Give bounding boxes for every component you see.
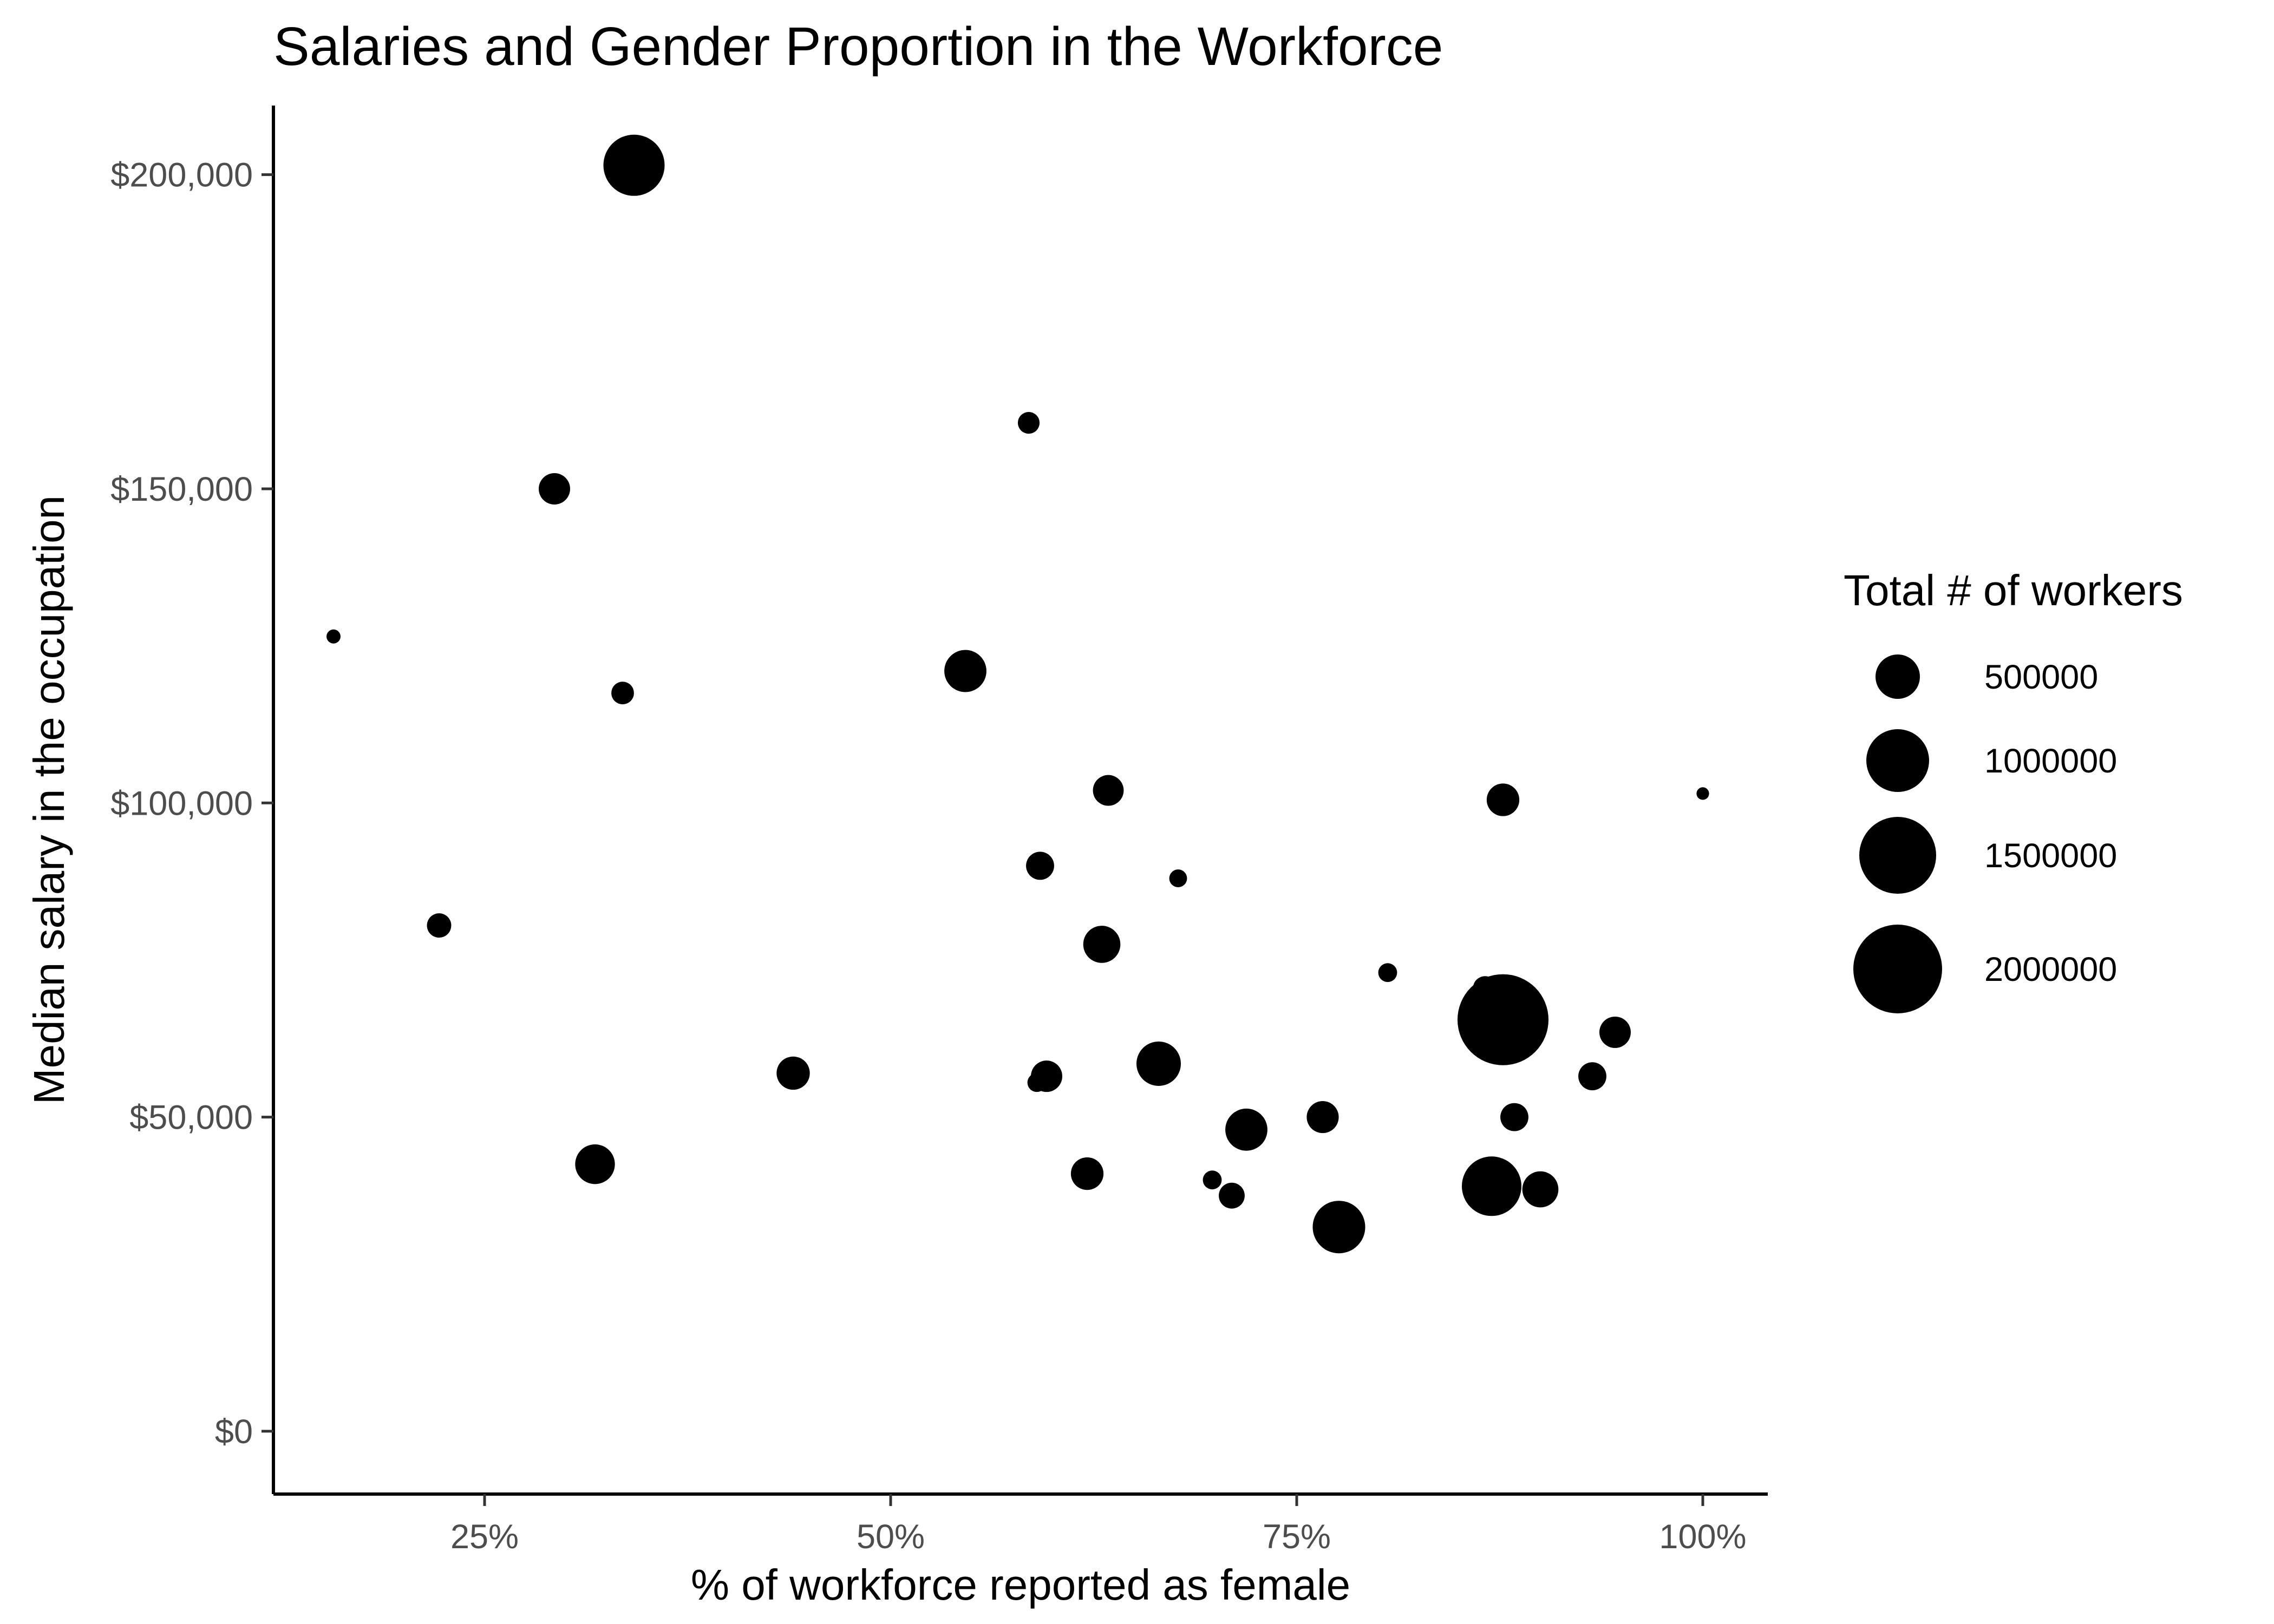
y-tick-label: $150,000 [110, 470, 253, 508]
data-point [575, 1144, 615, 1184]
data-point [1486, 783, 1520, 816]
data-point [326, 629, 341, 644]
x-tick-label: 50% [857, 1518, 925, 1556]
data-point [603, 134, 665, 196]
data-point [1083, 926, 1121, 963]
plot-area [326, 134, 1709, 1254]
legend-key-circle [1866, 729, 1929, 792]
data-point [539, 473, 570, 505]
data-point [1136, 1041, 1181, 1086]
y-tick-label: $100,000 [110, 784, 253, 822]
y-tick-label: $0 [215, 1413, 253, 1451]
data-point [1378, 963, 1397, 983]
data-point [1599, 1016, 1631, 1048]
legend-label: 500000 [1984, 658, 2098, 696]
data-point [1500, 1103, 1528, 1131]
data-point [1522, 1171, 1559, 1208]
legend-key-circle [1876, 654, 1920, 699]
data-point [1578, 1062, 1606, 1091]
data-point [427, 913, 452, 938]
data-point [1017, 412, 1040, 434]
data-point [1169, 869, 1187, 887]
x-tick-label: 75% [1263, 1518, 1331, 1556]
x-axis-title: % of workforce reported as female [691, 1561, 1350, 1609]
data-point [1696, 787, 1709, 800]
y-axis-title: Median salary in the occupation [25, 495, 73, 1104]
legend-key-circle [1853, 925, 1942, 1013]
data-point [1219, 1182, 1245, 1209]
data-point [776, 1056, 810, 1090]
data-point [1306, 1101, 1339, 1134]
x-tick-label: 25% [450, 1518, 519, 1556]
data-point [611, 682, 634, 705]
size-legend: Total # of workers 500000 1000000 1500000 2… [1844, 566, 2183, 1013]
y-tick-label: $50,000 [129, 1099, 253, 1137]
y-tick-label: $200,000 [110, 156, 253, 194]
data-point [1312, 1201, 1365, 1254]
x-tick-label: 100% [1659, 1518, 1746, 1556]
data-point [944, 650, 986, 692]
data-point [1225, 1108, 1267, 1151]
y-axis-ticks: $0 $50,000 $100,000 $150,000 $200,000 [110, 156, 273, 1451]
legend-label: 1000000 [1984, 742, 2117, 780]
data-point [1026, 852, 1054, 880]
legend-label: 2000000 [1984, 951, 2117, 988]
data-point [1203, 1170, 1222, 1190]
x-axis-ticks: 25% 50% 75% 100% [450, 1494, 1747, 1556]
data-point [1031, 1060, 1062, 1092]
data-point [1457, 974, 1549, 1065]
data-point [1461, 1156, 1522, 1216]
chart-title: Salaries and Gender Proportion in the Wo… [273, 16, 1443, 77]
legend-key-circle [1859, 816, 1937, 894]
legend-title: Total # of workers [1844, 566, 2183, 614]
data-point [1070, 1157, 1104, 1190]
legend-label: 1500000 [1984, 837, 2117, 875]
data-point [1093, 775, 1124, 806]
